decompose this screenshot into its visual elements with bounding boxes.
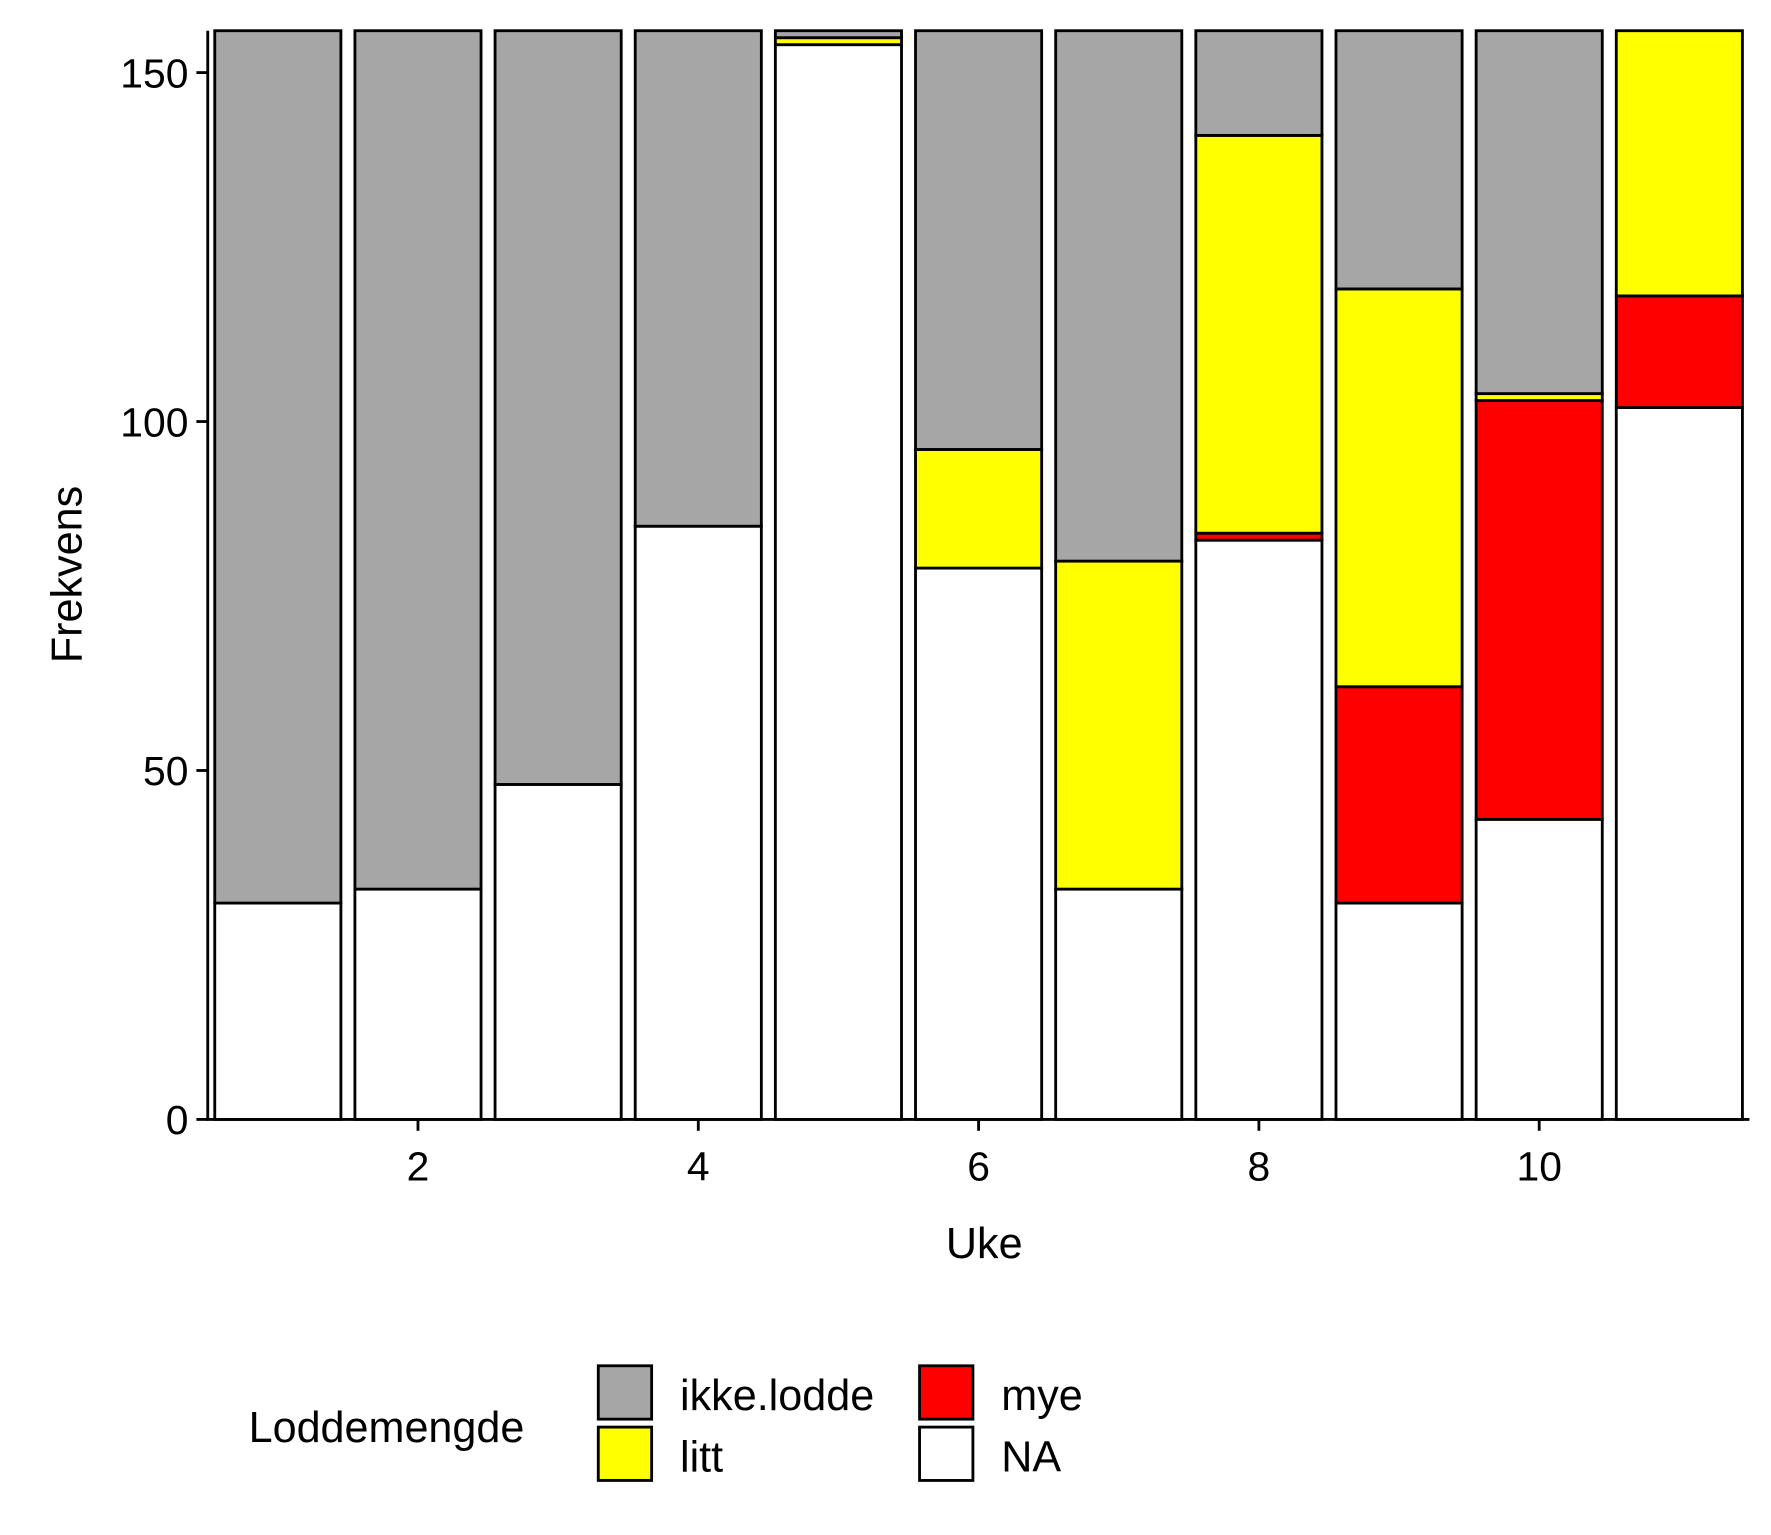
bar-segment-ikke-lodde-uke-9 xyxy=(1334,29,1464,291)
bar-segment-ikke-lodde-uke-4 xyxy=(633,29,763,528)
x-tick-label: 4 xyxy=(687,1144,710,1190)
bar-segment-na-uke-9 xyxy=(1334,901,1464,1121)
bar-segment-na-uke-10 xyxy=(1474,817,1604,1121)
bar-segment-ikke-lodde-uke-7 xyxy=(1054,29,1184,563)
bar-segment-mye-uke-11 xyxy=(1614,294,1744,409)
legend-label-na: NA xyxy=(1001,1433,1061,1481)
bar-segment-na-uke-1 xyxy=(213,901,343,1121)
bar-segment-na-uke-3 xyxy=(493,783,623,1121)
legend-key-na xyxy=(918,1425,975,1482)
bar-segment-na-uke-4 xyxy=(633,524,763,1121)
bar-segment-ikke-lodde-uke-6 xyxy=(914,29,1044,451)
y-tick-label: 50 xyxy=(143,748,188,794)
x-tick-label: 2 xyxy=(407,1144,430,1190)
legend-label-litt: litt xyxy=(680,1433,723,1481)
x-axis-title: Uke xyxy=(946,1220,1023,1268)
legend-key-litt xyxy=(596,1425,654,1482)
y-tick-label: 0 xyxy=(166,1097,189,1143)
bar-segment-ikke-lodde-uke-3 xyxy=(493,29,623,786)
bar-segment-litt-uke-6 xyxy=(914,448,1044,570)
bar-segment-na-uke-2 xyxy=(353,887,483,1121)
x-axis-ticks: 2 4 6 8 10 xyxy=(407,1119,1562,1190)
bar-segment-mye-uke-9 xyxy=(1334,685,1464,905)
legend: Loddemengde ikke.lodde litt mye NA xyxy=(249,1364,1083,1482)
bar-segment-mye-uke-10 xyxy=(1474,399,1604,821)
bar-segment-na-uke-6 xyxy=(914,566,1044,1121)
bars-layer xyxy=(213,29,1744,1121)
bar-segment-na-uke-11 xyxy=(1614,406,1744,1121)
y-tick-label: 150 xyxy=(120,50,188,96)
y-tick-label: 100 xyxy=(120,399,188,445)
bar-segment-ikke-lodde-uke-8 xyxy=(1194,29,1324,137)
legend-key-mye xyxy=(918,1364,975,1421)
bar-segment-litt-uke-11 xyxy=(1614,29,1744,298)
legend-key-ikke-lodde xyxy=(596,1364,654,1421)
bar-segment-litt-uke-7 xyxy=(1054,559,1184,891)
legend-label-mye: mye xyxy=(1001,1372,1082,1420)
bar-segment-litt-uke-9 xyxy=(1334,287,1464,689)
y-axis-title: Frekvens xyxy=(44,486,92,663)
bar-segment-ikke-lodde-uke-2 xyxy=(353,29,483,891)
bar-segment-litt-uke-8 xyxy=(1194,133,1324,535)
y-axis-ticks: 0 50 100 150 xyxy=(120,50,208,1143)
legend-title: Loddemengde xyxy=(249,1404,525,1452)
bar-segment-ikke-lodde-uke-1 xyxy=(213,29,343,905)
bar-segment-ikke-lodde-uke-10 xyxy=(1474,29,1604,396)
x-tick-label: 8 xyxy=(1248,1144,1271,1190)
bar-segment-na-uke-8 xyxy=(1194,538,1324,1121)
bar-segment-na-uke-7 xyxy=(1054,887,1184,1121)
bar-segment-ikke-lodde-uke-5 xyxy=(773,29,903,40)
legend-label-ikke-lodde: ikke.lodde xyxy=(680,1372,874,1420)
x-tick-label: 6 xyxy=(967,1144,990,1190)
x-tick-label: 10 xyxy=(1516,1144,1561,1190)
bar-segment-na-uke-5 xyxy=(773,43,903,1121)
